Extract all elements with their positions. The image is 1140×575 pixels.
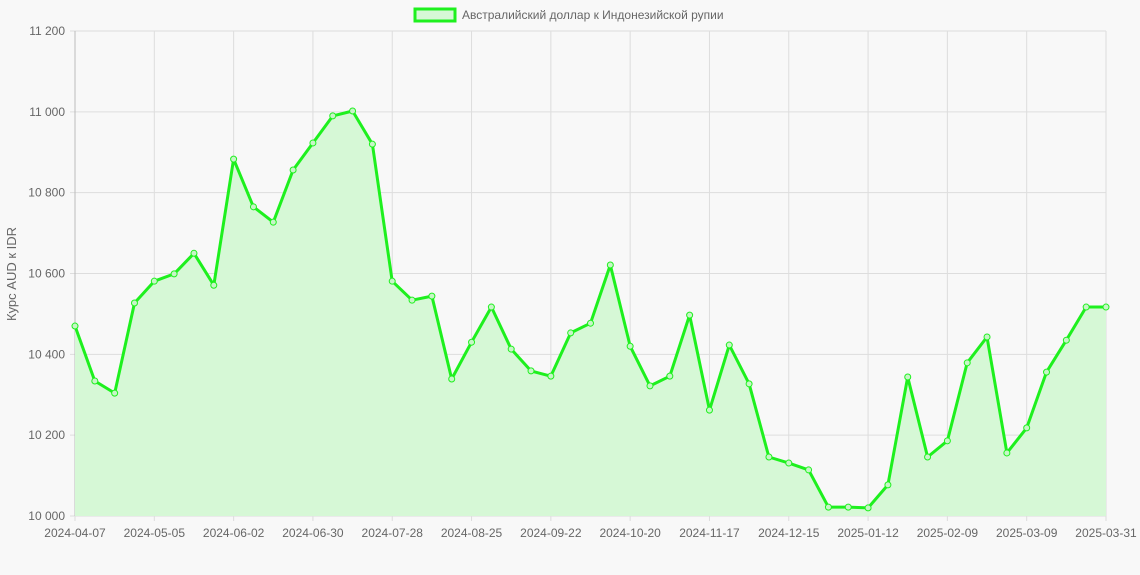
data-point — [190, 249, 198, 257]
legend-item[interactable]: Австралийский доллар к Индонезийской руп… — [413, 7, 724, 23]
data-point — [567, 329, 575, 337]
data-point — [130, 299, 138, 307]
data-point — [487, 303, 495, 311]
data-point — [408, 296, 416, 304]
data-point — [71, 322, 79, 330]
data-point — [269, 218, 277, 226]
data-point — [329, 112, 337, 120]
data-point — [388, 277, 396, 285]
data-point — [805, 466, 813, 474]
x-tick-label: 2024-09-22 — [520, 526, 582, 540]
legend-swatch — [413, 7, 457, 23]
x-tick-label: 2024-05-05 — [124, 526, 186, 540]
x-tick-label: 2025-01-12 — [837, 526, 899, 540]
data-point — [626, 342, 634, 350]
x-tick-label: 2024-04-07 — [44, 526, 106, 540]
data-point — [904, 373, 912, 381]
data-point — [210, 281, 218, 289]
x-tick-label: 2024-10-20 — [599, 526, 661, 540]
data-point — [349, 107, 357, 115]
data-point — [686, 311, 694, 319]
x-tick-label: 2024-08-25 — [441, 526, 503, 540]
data-point — [309, 139, 317, 147]
y-tick-label: 11 000 — [29, 105, 65, 119]
data-point — [646, 382, 654, 390]
data-point — [1043, 368, 1051, 376]
data-point — [527, 367, 535, 375]
data-point — [468, 338, 476, 346]
data-point — [428, 292, 436, 300]
data-point — [1102, 303, 1110, 311]
data-point — [547, 372, 555, 380]
data-point — [150, 277, 158, 285]
x-axis: 2024-04-07 2024-05-05 2024-06-02 2024-06-30… — [44, 526, 1137, 540]
series-area-fill — [75, 111, 1106, 516]
data-point — [884, 481, 892, 489]
data-point — [1082, 303, 1090, 311]
x-tick-label: 2025-03-31 — [1075, 526, 1137, 540]
data-point — [705, 406, 713, 414]
data-point — [666, 372, 674, 380]
data-point — [111, 389, 119, 397]
data-point — [230, 155, 238, 163]
x-tick-label: 2024-06-02 — [203, 526, 265, 540]
data-point — [91, 377, 99, 385]
data-point — [170, 270, 178, 278]
y-axis: 10 000 10 200 10 400 10 600 10 800 11 000 11 2… — [28, 24, 65, 523]
y-axis-label: Курс AUD к IDR — [4, 227, 19, 321]
data-point — [924, 453, 932, 461]
x-tick-label: 2025-03-09 — [996, 526, 1058, 540]
data-point — [943, 437, 951, 445]
data-point — [368, 140, 376, 148]
data-point — [1023, 424, 1031, 432]
y-tick-label: 10 200 — [28, 428, 65, 442]
x-tick-label: 2024-07-28 — [362, 526, 424, 540]
data-point — [606, 261, 614, 269]
y-tick-label: 11 200 — [29, 24, 65, 38]
data-point — [448, 375, 456, 383]
data-point — [844, 503, 852, 511]
y-tick-label: 10 800 — [28, 186, 65, 200]
y-tick-label: 10 400 — [28, 347, 65, 361]
data-point — [983, 333, 991, 341]
data-point — [864, 504, 872, 512]
data-point — [289, 166, 297, 174]
data-point — [765, 453, 773, 461]
data-point — [249, 203, 257, 211]
y-tick-label: 10 000 — [28, 509, 65, 523]
data-point — [587, 319, 594, 327]
data-point — [785, 459, 793, 467]
x-tick-label: 2025-02-09 — [917, 526, 979, 540]
x-tick-label: 2024-12-15 — [758, 526, 820, 540]
data-point — [1062, 336, 1070, 344]
x-tick-label: 2024-06-30 — [282, 526, 344, 540]
data-point — [963, 359, 971, 367]
legend-label: Австралийский доллар к Индонезийской руп… — [462, 8, 724, 22]
x-tick-label: 2024-11-17 — [679, 526, 740, 540]
data-points — [71, 107, 1110, 512]
data-point — [725, 341, 733, 349]
data-point — [824, 503, 832, 511]
data-point — [745, 380, 753, 388]
data-point — [1003, 449, 1011, 457]
y-tick-label: 10 600 — [28, 267, 65, 281]
data-point — [507, 345, 515, 353]
